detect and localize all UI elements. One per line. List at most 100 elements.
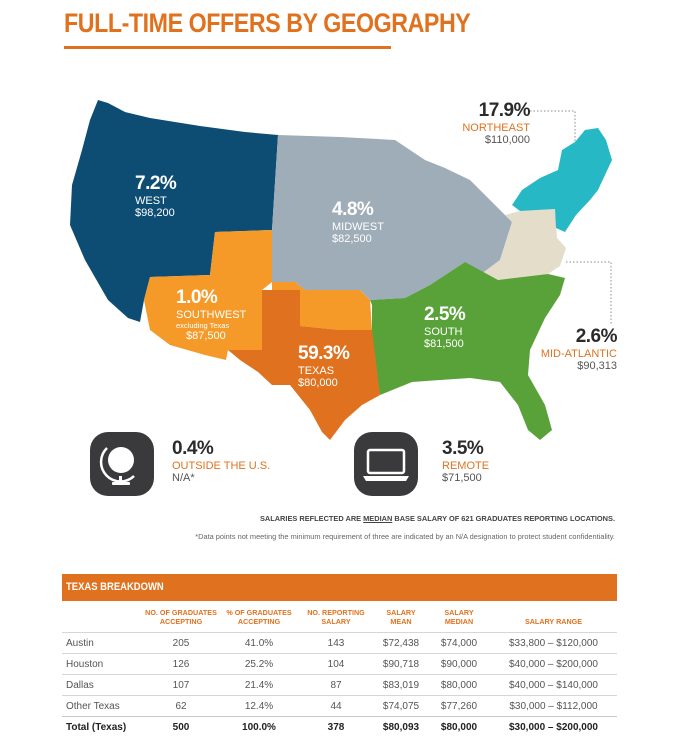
region-northeast-name: NORTHEAST — [462, 122, 530, 134]
outside-us-pct: 0.4% — [172, 438, 214, 459]
header-salary-mean: SALARY MEAN — [386, 608, 416, 626]
region-mid-atlantic-name: MID-ATLANTIC — [540, 348, 617, 360]
table-row: Austin 205 41.0% 143 $72,438 $74,000 $33… — [62, 632, 617, 654]
globe-icon-box — [90, 432, 154, 496]
cell-median: $80,000 — [428, 674, 490, 696]
cell-graduates: 205 — [142, 632, 220, 654]
cell-pct: 12.4% — [220, 695, 298, 717]
page-title: FULL-TIME OFFERS BY GEOGRAPHY — [64, 8, 471, 38]
outside-us-salary: N/A* — [172, 472, 195, 484]
mid-atlantic-leader-line — [566, 261, 612, 325]
region-midwest-name: MIDWEST — [332, 221, 384, 233]
table-row: Houston 126 25.2% 104 $90,718 $90,000 $4… — [62, 653, 617, 675]
region-west-pct: 7.2% — [135, 173, 177, 194]
region-south-name: SOUTH — [424, 326, 463, 338]
region-south-salary: $81,500 — [424, 338, 464, 350]
region-midwest-pct: 4.8% — [332, 199, 374, 220]
region-texas-pct: 59.3% — [298, 343, 350, 364]
region-oklahoma-shape — [272, 282, 372, 330]
region-south-shape — [370, 262, 565, 440]
total-pct: 100.0% — [220, 716, 298, 737]
total-mean: $80,093 — [374, 716, 428, 737]
total-range: $30,000 – $200,000 — [490, 716, 617, 737]
cell-median: $77,260 — [428, 695, 490, 717]
cell-graduates: 62 — [142, 695, 220, 717]
region-midwest-salary: $82,500 — [332, 233, 372, 245]
cell-mean: $74,075 — [374, 695, 428, 717]
region-texas-label: 59.3% TEXAS $80,000 — [298, 343, 350, 389]
cell-location: Austin — [62, 632, 142, 654]
region-west-shape — [70, 100, 278, 322]
cell-median: $90,000 — [428, 653, 490, 675]
region-northeast-shape — [512, 128, 612, 232]
region-midwest-shape — [272, 135, 512, 300]
region-texas-salary: $80,000 — [298, 377, 338, 389]
cell-range: $40,000 – $200,000 — [490, 653, 617, 675]
table-total-row: Total (Texas) 500 100.0% 378 $80,093 $80… — [62, 716, 617, 737]
salary-note: SALARIES REFLECTED ARE MEDIAN BASE SALAR… — [260, 514, 615, 523]
region-southwest-salary: $87,500 — [186, 330, 226, 342]
footnote: *Data points not meeting the minimum req… — [195, 532, 615, 541]
cell-reporting: 87 — [298, 674, 374, 696]
region-mid-atlantic-pct: 2.6% — [575, 326, 618, 347]
table-header-row: NO. OF GRADUATES ACCEPTING % OF GRADUATE… — [62, 608, 617, 633]
cell-range: $30,000 – $112,000 — [490, 695, 617, 717]
texas-breakdown-table: NO. OF GRADUATES ACCEPTING % OF GRADUATE… — [62, 608, 617, 737]
outside-us-name: OUTSIDE THE U.S. — [172, 460, 271, 472]
salary-note-suffix: BASE SALARY OF 621 GRADUATES REPORTING L… — [392, 514, 615, 523]
header-pct-accepting: % OF GRADUATES ACCEPTING — [226, 608, 292, 626]
texas-breakdown-header: TEXAS BREAKDOWN — [62, 574, 617, 601]
region-mid-atlantic-label: 2.6% MID-ATLANTIC $90,313 — [534, 326, 618, 372]
header-salary-range: SALARY RANGE — [524, 617, 583, 626]
region-northeast-pct: 17.9% — [478, 100, 531, 121]
region-mid-atlantic-salary: $90,313 — [577, 360, 617, 372]
header-salary-median: SALARY MEDIAN — [444, 608, 474, 626]
cell-location: Other Texas — [62, 695, 142, 717]
region-west-label: 7.2% WEST $98,200 — [135, 173, 177, 219]
cell-reporting: 44 — [298, 695, 374, 717]
region-south-pct: 2.5% — [424, 304, 466, 325]
cell-reporting: 104 — [298, 653, 374, 675]
total-median: $80,000 — [428, 716, 490, 737]
salary-note-prefix: SALARIES REFLECTED ARE — [259, 514, 364, 523]
table-row: Other Texas 62 12.4% 44 $74,075 $77,260 … — [62, 695, 617, 717]
region-southwest-name: SOUTHWEST — [176, 309, 247, 321]
region-northeast-salary: $110,000 — [484, 134, 530, 146]
region-northeast-label: 17.9% NORTHEAST $110,000 — [456, 100, 530, 146]
total-graduates: 500 — [142, 716, 220, 737]
region-southwest-shape — [144, 230, 272, 360]
globe-icon — [99, 447, 135, 485]
cell-graduates: 107 — [142, 674, 220, 696]
cell-mean: $72,438 — [374, 632, 428, 654]
remote-label: 3.5% REMOTE $71,500 — [442, 438, 489, 484]
cell-median: $74,000 — [428, 632, 490, 654]
us-region-map — [70, 100, 612, 440]
cell-mean: $90,718 — [374, 653, 428, 675]
cell-pct: 41.0% — [220, 632, 298, 654]
region-southwest-pct: 1.0% — [176, 287, 218, 308]
region-southwest-note: excluding Texas — [176, 321, 230, 330]
region-midwest-label: 4.8% MIDWEST $82,500 — [332, 199, 384, 245]
region-mid-atlantic-shape — [480, 209, 566, 280]
header-graduates-accepting: NO. OF GRADUATES ACCEPTING — [145, 608, 217, 626]
cell-range: $40,000 – $140,000 — [490, 674, 617, 696]
total-reporting: 378 — [298, 716, 374, 737]
cell-range: $33,800 – $120,000 — [490, 632, 617, 654]
region-south-label: 2.5% SOUTH $81,500 — [424, 304, 466, 350]
laptop-icon — [363, 448, 409, 481]
texas-breakdown-title: TEXAS BREAKDOWN — [66, 581, 164, 593]
region-west-name: WEST — [135, 195, 167, 207]
cell-pct: 25.2% — [220, 653, 298, 675]
outside-us-label: 0.4% OUTSIDE THE U.S. N/A* — [172, 438, 270, 484]
region-texas-shape — [228, 290, 380, 440]
remote-pct: 3.5% — [442, 438, 484, 459]
cell-location: Dallas — [62, 674, 142, 696]
region-texas-name: TEXAS — [298, 365, 335, 377]
title-underline — [64, 46, 391, 49]
header-reporting-salary: NO. REPORTING SALARY — [307, 608, 365, 626]
laptop-icon-box — [354, 432, 418, 496]
cell-pct: 21.4% — [220, 674, 298, 696]
region-southwest-label: 1.0% SOUTHWEST excluding Texas $87,500 — [176, 287, 246, 342]
northeast-leader-line — [530, 110, 576, 142]
salary-note-median: MEDIAN — [363, 514, 393, 523]
